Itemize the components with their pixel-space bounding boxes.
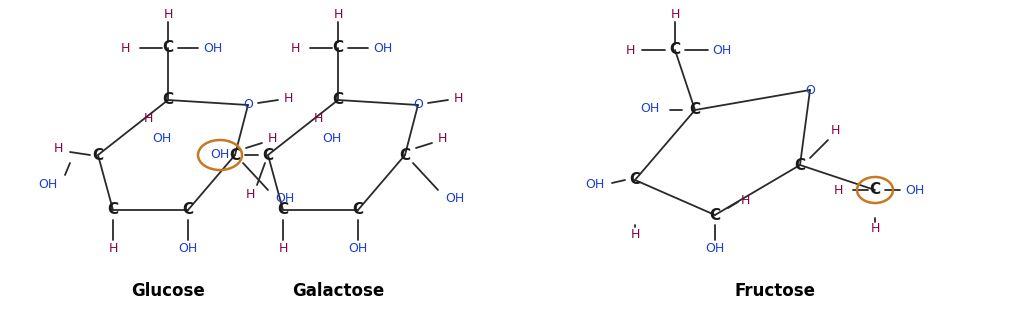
- Text: C: C: [670, 42, 681, 57]
- Text: C: C: [710, 208, 721, 223]
- Text: H: H: [631, 229, 640, 242]
- Text: C: C: [163, 93, 173, 107]
- Text: OH: OH: [445, 191, 465, 204]
- Text: OH: OH: [348, 242, 368, 255]
- Text: H: H: [626, 43, 635, 56]
- Text: OH: OH: [706, 242, 725, 255]
- Text: H: H: [870, 222, 880, 235]
- Text: C: C: [630, 172, 641, 187]
- Text: H: H: [120, 42, 130, 55]
- Text: H: H: [163, 9, 173, 22]
- Text: O: O: [413, 99, 423, 112]
- Text: C: C: [163, 41, 173, 55]
- Text: OH: OH: [374, 42, 392, 55]
- Text: C: C: [333, 93, 344, 107]
- Text: OH: OH: [275, 191, 295, 204]
- Text: H: H: [53, 141, 62, 154]
- Text: H: H: [437, 132, 446, 145]
- Text: H: H: [284, 92, 293, 105]
- Text: OH: OH: [204, 42, 222, 55]
- Text: OH: OH: [323, 132, 342, 145]
- Text: OH: OH: [640, 101, 659, 114]
- Text: OH: OH: [713, 43, 731, 56]
- Text: H: H: [671, 9, 680, 22]
- Text: Glucose: Glucose: [131, 282, 205, 300]
- Text: C: C: [108, 203, 119, 217]
- Text: OH: OH: [178, 242, 198, 255]
- Text: H: H: [834, 184, 843, 197]
- Text: H: H: [313, 112, 323, 125]
- Text: H: H: [830, 124, 840, 137]
- Text: H: H: [454, 92, 463, 105]
- Text: OH: OH: [586, 178, 604, 191]
- Text: C: C: [278, 203, 289, 217]
- Text: C: C: [182, 203, 194, 217]
- Text: OH: OH: [38, 178, 57, 191]
- Text: H: H: [740, 193, 750, 206]
- Text: C: C: [399, 147, 411, 163]
- Text: H: H: [279, 242, 288, 255]
- Text: Fructose: Fructose: [734, 282, 815, 300]
- Text: Galactose: Galactose: [292, 282, 384, 300]
- Text: C: C: [795, 158, 806, 172]
- Text: C: C: [689, 102, 700, 118]
- Text: OH: OH: [210, 148, 229, 161]
- Text: OH: OH: [905, 184, 925, 197]
- Text: C: C: [352, 203, 364, 217]
- Text: H: H: [109, 242, 118, 255]
- Text: C: C: [229, 147, 241, 163]
- Text: O: O: [805, 83, 815, 96]
- Text: H: H: [291, 42, 300, 55]
- Text: C: C: [333, 41, 344, 55]
- Text: H: H: [267, 132, 276, 145]
- Text: H: H: [143, 112, 153, 125]
- Text: O: O: [243, 99, 253, 112]
- Text: C: C: [92, 147, 103, 163]
- Text: H: H: [334, 9, 343, 22]
- Text: OH: OH: [153, 132, 172, 145]
- Text: H: H: [246, 189, 255, 202]
- Text: C: C: [869, 183, 881, 197]
- Text: C: C: [262, 147, 273, 163]
